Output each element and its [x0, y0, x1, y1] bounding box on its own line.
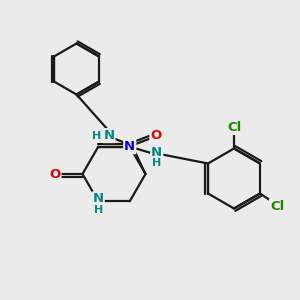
Text: Cl: Cl	[270, 200, 284, 213]
Text: O: O	[150, 129, 162, 142]
Text: N: N	[151, 146, 162, 159]
Text: H: H	[92, 130, 101, 141]
Text: Cl: Cl	[227, 121, 241, 134]
Text: N: N	[93, 192, 104, 206]
Text: O: O	[49, 167, 61, 181]
Text: N: N	[103, 129, 115, 142]
Text: H: H	[94, 205, 103, 215]
Text: N: N	[124, 140, 135, 153]
Text: H: H	[152, 158, 161, 168]
